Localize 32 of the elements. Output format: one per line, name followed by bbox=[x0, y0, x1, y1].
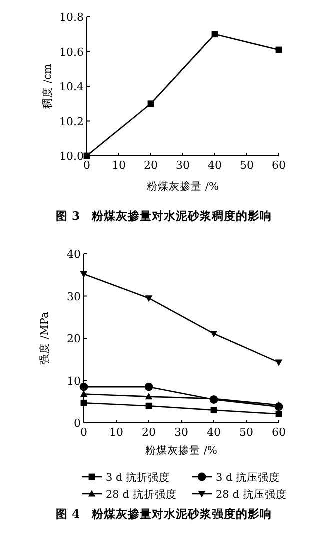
y-axis-title: 稠度 /cm bbox=[41, 64, 54, 109]
x-tick-label: 50 bbox=[240, 426, 254, 439]
x-tick-label: 30 bbox=[176, 159, 190, 172]
x-tick-label: 60 bbox=[272, 426, 286, 439]
y-tick-label: 20 bbox=[67, 332, 81, 346]
x-tick-label: 60 bbox=[272, 159, 286, 172]
y-tick-label: 10.8 bbox=[60, 11, 84, 24]
legend-label: 28 d 抗压强度 bbox=[216, 488, 287, 501]
y-tick-label: 0 bbox=[74, 417, 81, 430]
x-axis-title: 粉煤灰掺量 /% bbox=[146, 444, 218, 457]
x-tick-label: 40 bbox=[207, 426, 221, 439]
legend-label: 28 d 抗折强度 bbox=[106, 488, 177, 501]
text: 图 3 粉煤灰掺量对水泥砂浆稠度的影响 bbox=[56, 209, 272, 223]
y-tick-label: 10 bbox=[67, 374, 81, 388]
y-tick-label: 10.0 bbox=[60, 150, 84, 163]
x-tick-label: 50 bbox=[240, 159, 254, 172]
x-tick-label: 20 bbox=[144, 159, 158, 172]
x-tick-label: 10 bbox=[110, 426, 124, 439]
x-tick-label: 20 bbox=[142, 426, 156, 439]
y-tick-label: 10.4 bbox=[60, 80, 84, 94]
x-tick-label: 10 bbox=[112, 159, 126, 172]
x-axis-title: 粉煤灰掺量 /% bbox=[147, 180, 219, 193]
legend-label: 3 d 抗压强度 bbox=[216, 471, 280, 484]
y-tick-label: 30 bbox=[67, 290, 81, 304]
x-tick-label: 40 bbox=[208, 159, 222, 172]
y-tick-label: 10.6 bbox=[60, 46, 84, 59]
y-axis-title: 强度 /MPa bbox=[38, 312, 51, 365]
x-tick-label: 30 bbox=[174, 426, 188, 439]
legend-label: 3 d 抗折强度 bbox=[106, 471, 170, 484]
text: 图 4 粉煤灰掺量对水泥砂浆强度的影响 bbox=[56, 507, 272, 521]
y-tick-label: 40 bbox=[67, 248, 81, 261]
y-tick-label: 10.2 bbox=[60, 115, 84, 128]
